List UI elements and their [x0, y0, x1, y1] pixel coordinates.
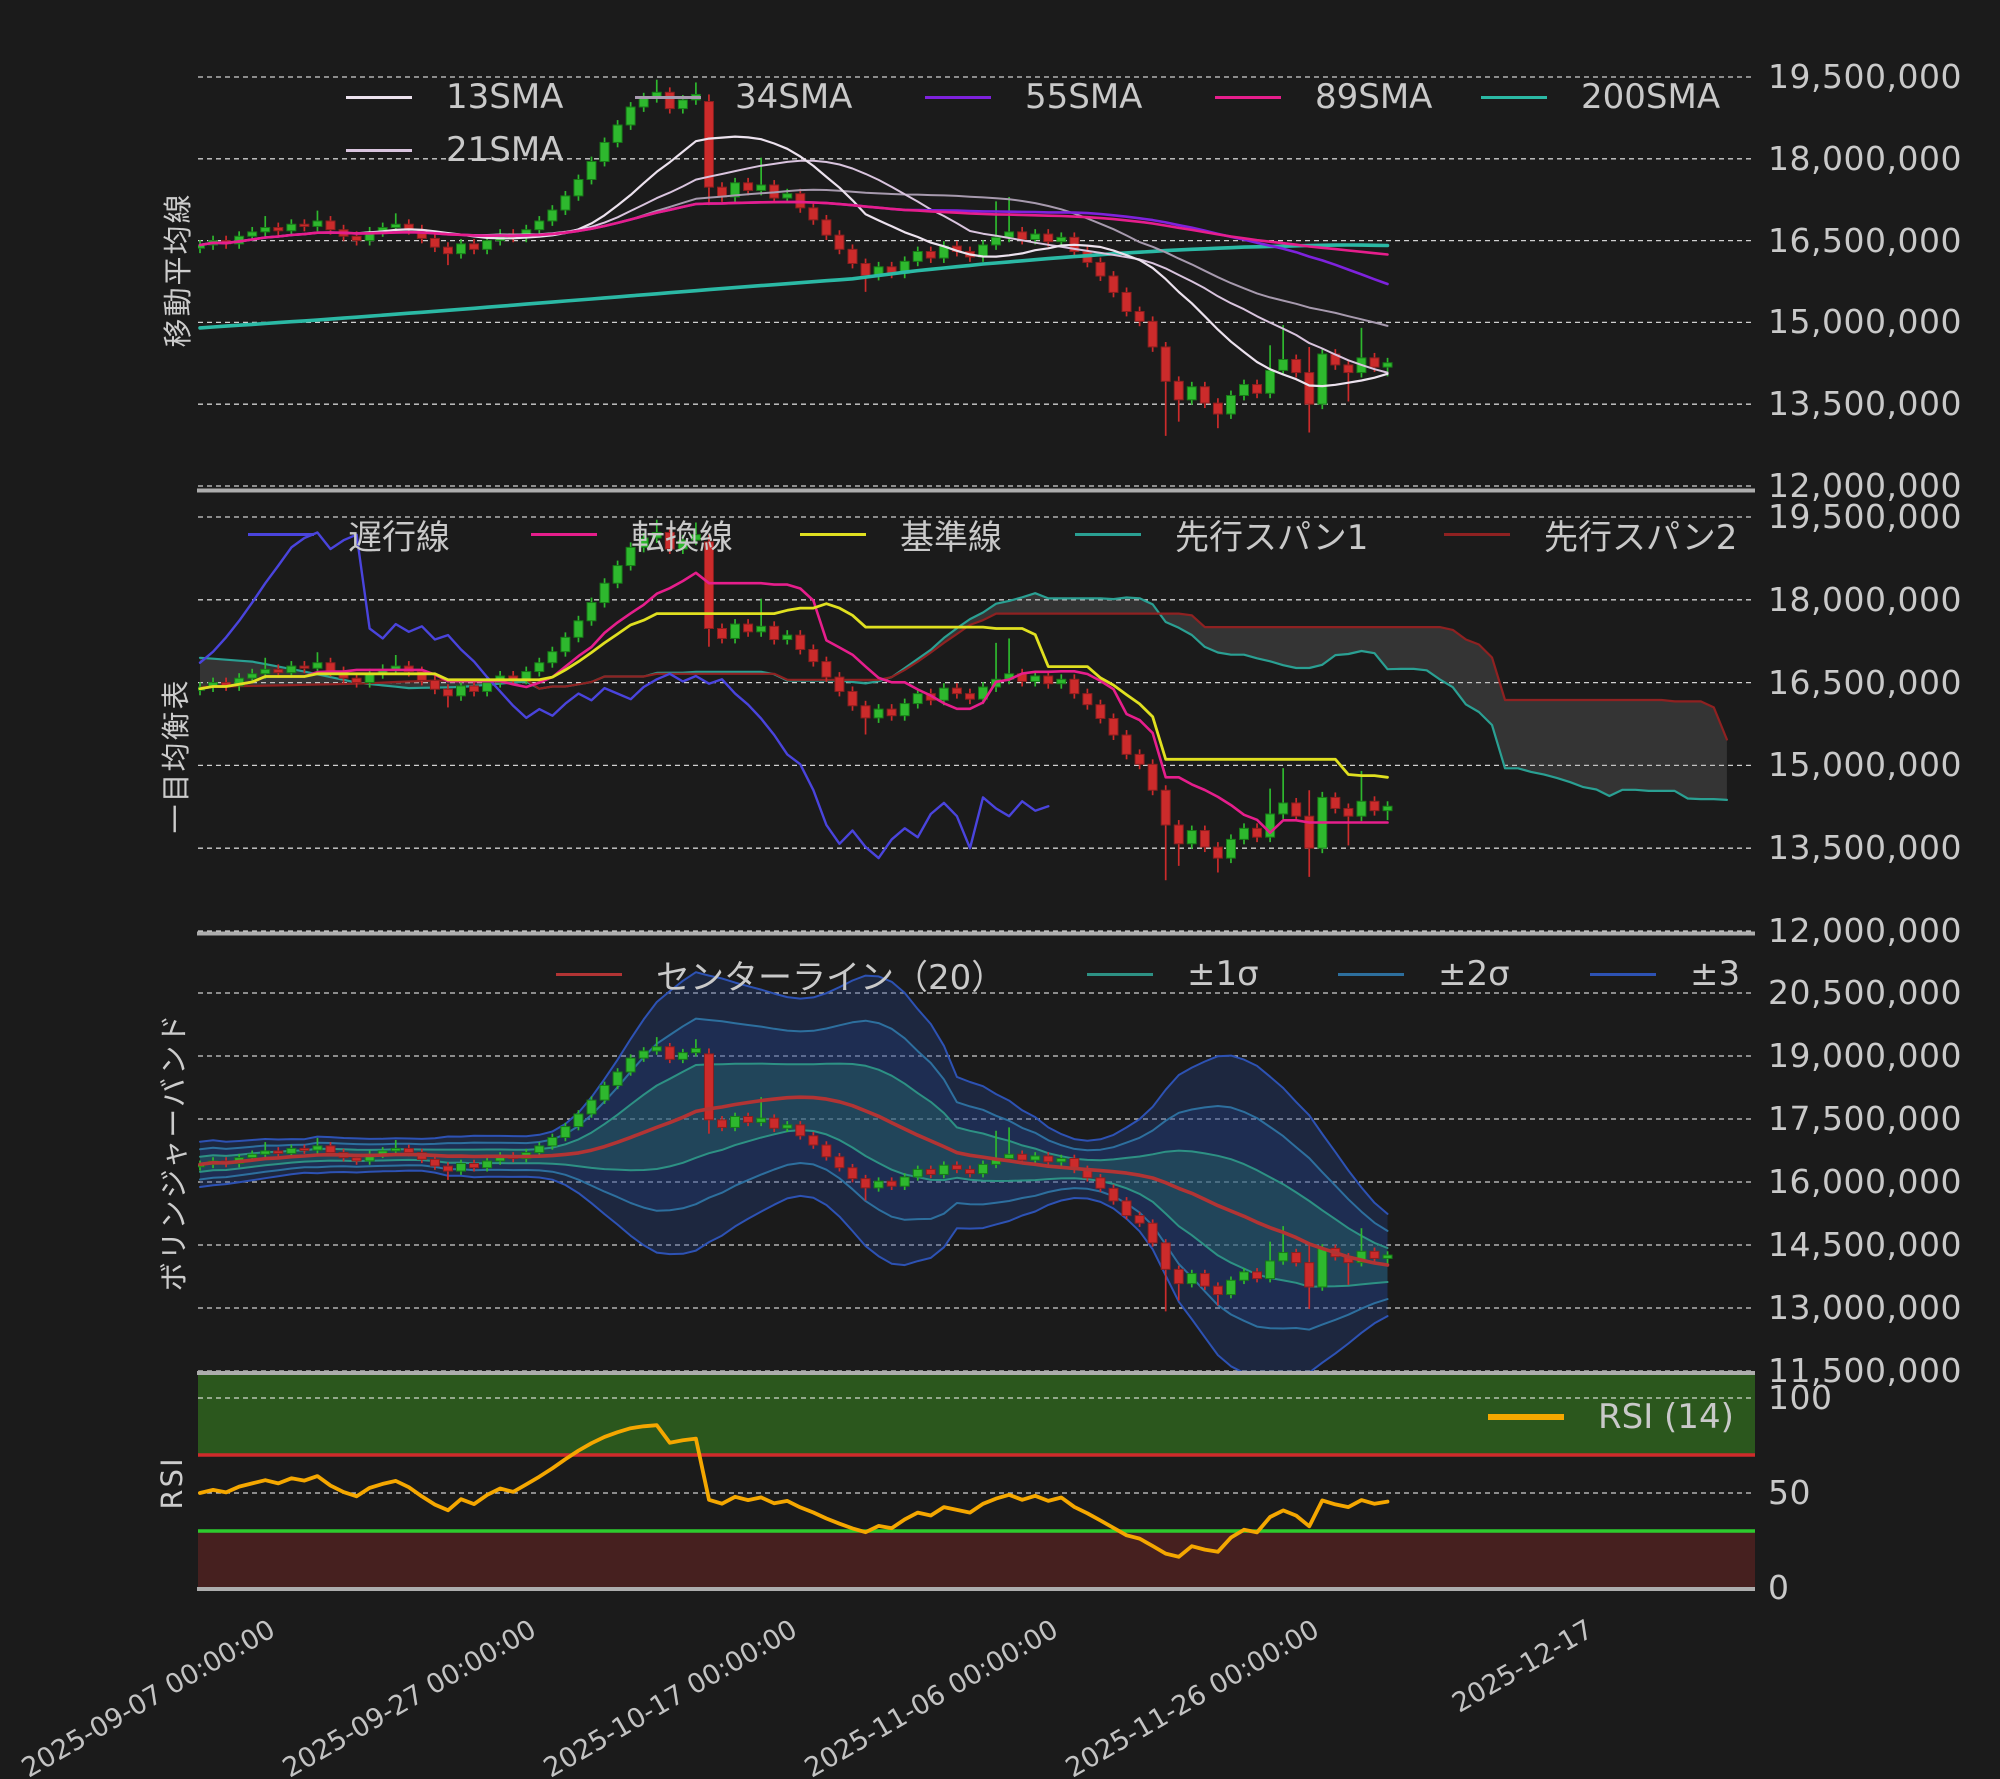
y-tick-label: 100 — [1768, 1378, 1833, 1417]
legend-label: ±1σ — [1187, 954, 1259, 994]
legend-item: 200SMA — [1481, 77, 1720, 117]
legend-swatch — [1481, 95, 1547, 99]
legend-item: 転換線 — [531, 514, 733, 558]
legend-swatch — [925, 95, 991, 99]
legend-item: ±2σ — [1338, 954, 1510, 994]
y-tick-label: 18,000,000 — [1768, 579, 1962, 619]
legend-swatch — [1215, 95, 1281, 99]
legend-label: 先行スパン1 — [1175, 517, 1369, 558]
y-tick-label: 16,500,000 — [1768, 662, 1962, 702]
panel1-axis-label: 移動平均線 — [161, 192, 195, 348]
legend-label: 基準線 — [900, 517, 1002, 558]
legend-swatch — [346, 148, 412, 152]
legend-swatch — [1338, 972, 1404, 976]
legend-label: センターライン（20） — [656, 957, 1006, 998]
y-tick-label: 14,500,000 — [1768, 1225, 1962, 1264]
y-tick-label: 17,500,000 — [1768, 1099, 1962, 1138]
y-tick-label: 15,000,000 — [1768, 302, 1962, 342]
legend-item: 先行スパン1 — [1075, 514, 1368, 558]
legend-label: 13SMA — [446, 77, 564, 117]
legend-label: ±2σ — [1438, 954, 1510, 994]
legend-item: 基準線 — [800, 514, 1002, 558]
y-tick-label: 0 — [1768, 1568, 1790, 1607]
legend-item: ±1σ — [1087, 954, 1259, 994]
legend-swatch — [1590, 972, 1656, 976]
y-tick-label: 13,000,000 — [1768, 1288, 1962, 1327]
panel4-axis-label: RSI — [155, 1456, 189, 1510]
legend-item: センターライン（20） — [556, 954, 1005, 998]
y-tick-label: 12,000,000 — [1768, 466, 1962, 505]
legend-label: 55SMA — [1025, 77, 1143, 117]
legend-label: RSI (14) — [1598, 1397, 1734, 1437]
panel2-axis-label: 一目均衡表 — [159, 678, 193, 834]
legend-label: 先行スパン2 — [1544, 517, 1738, 558]
legend-swatch — [346, 95, 412, 99]
legend-swatch — [531, 532, 597, 536]
legend-label: 200SMA — [1581, 77, 1721, 117]
legend-item: 13SMA — [346, 77, 563, 117]
legend-item: RSI (14) — [1488, 1397, 1734, 1437]
legend-item: 先行スパン2 — [1444, 514, 1737, 558]
y-tick-label: 16,500,000 — [1768, 220, 1962, 260]
y-tick-label: 12,000,000 — [1768, 911, 1962, 950]
legend-label: ±3 — [1690, 954, 1741, 994]
y-tick-label: 15,000,000 — [1768, 745, 1962, 785]
y-tick-label: 13,500,000 — [1768, 384, 1962, 424]
legend-swatch — [800, 532, 866, 536]
legend-item: 55SMA — [925, 77, 1142, 117]
y-tick-label: 19,500,000 — [1768, 497, 1962, 536]
legend-swatch — [248, 532, 314, 536]
legend-swatch — [556, 972, 622, 976]
y-tick-label: 11,500,000 — [1768, 1351, 1962, 1390]
legend-item: 89SMA — [1215, 77, 1432, 117]
panel3-axis-label: ボリンジャーバンド — [157, 1012, 191, 1292]
legend-item: 遅行線 — [248, 514, 450, 558]
legend-label: 21SMA — [446, 130, 564, 170]
y-tick-label: 13,500,000 — [1768, 828, 1962, 868]
legend-swatch — [1444, 532, 1510, 536]
legend-swatch — [1488, 1414, 1564, 1420]
y-tick-label: 19,500,000 — [1768, 57, 1962, 96]
y-tick-label: 50 — [1768, 1473, 1811, 1512]
legend-label: 34SMA — [735, 77, 853, 117]
y-tick-label: 19,000,000 — [1768, 1036, 1962, 1075]
y-tick-label: 18,000,000 — [1768, 138, 1962, 178]
legend-label: 遅行線 — [348, 517, 450, 558]
legend-label: 89SMA — [1315, 77, 1433, 117]
y-tick-label: 20,500,000 — [1768, 973, 1962, 1012]
legend-swatch — [1075, 532, 1141, 536]
legend-label: 転換線 — [631, 517, 733, 558]
legend-swatch — [1087, 972, 1153, 976]
legend-item: ±3 — [1590, 954, 1740, 994]
legend-swatch — [635, 95, 701, 99]
legend-item: 34SMA — [635, 77, 852, 117]
y-tick-label: 16,000,000 — [1768, 1162, 1962, 1201]
legend-item: 21SMA — [346, 130, 563, 170]
